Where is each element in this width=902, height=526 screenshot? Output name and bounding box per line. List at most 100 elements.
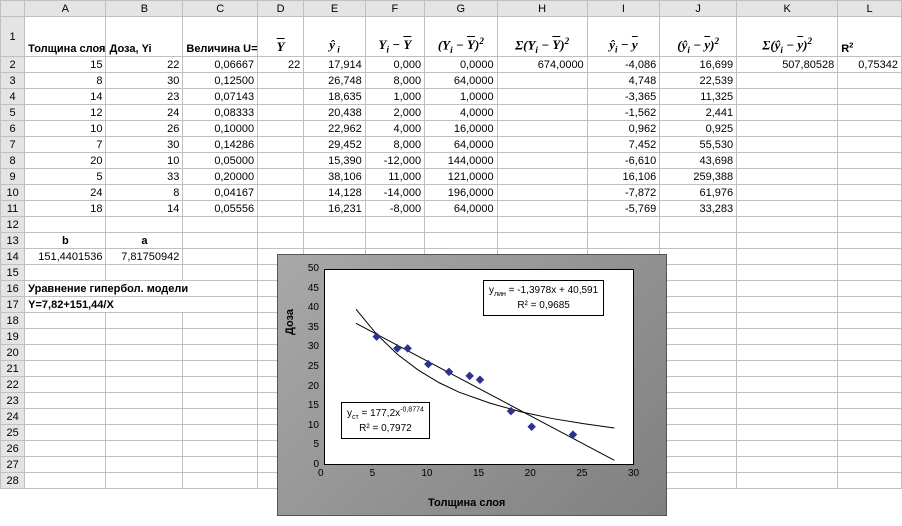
cell-L10[interactable] xyxy=(838,185,902,201)
cell[interactable] xyxy=(425,233,498,249)
cell-L4[interactable] xyxy=(838,89,902,105)
hdr-J[interactable]: (ŷi − y)2 xyxy=(660,17,737,57)
cell-J11[interactable]: 33,283 xyxy=(660,201,737,217)
cell[interactable] xyxy=(587,233,660,249)
cell-H3[interactable] xyxy=(497,73,587,89)
col-E[interactable]: E xyxy=(304,1,366,17)
cell-G2[interactable]: 0,0000 xyxy=(425,57,498,73)
hdr-G[interactable]: (Yi − Y)2 xyxy=(425,17,498,57)
cell-L9[interactable] xyxy=(838,169,902,185)
column-header-row[interactable]: A B C D E F G H I J K L xyxy=(1,1,902,17)
cell-E3[interactable]: 26,748 xyxy=(304,73,366,89)
cell-C8[interactable]: 0,05000 xyxy=(183,153,258,169)
cell[interactable] xyxy=(660,441,737,457)
hdr-I[interactable]: ŷi − y xyxy=(587,17,660,57)
cell[interactable] xyxy=(106,217,183,233)
cell[interactable] xyxy=(660,265,737,281)
cell-G11[interactable]: 64,0000 xyxy=(425,201,498,217)
col-J[interactable]: J xyxy=(660,1,737,17)
cell-A7[interactable]: 7 xyxy=(25,137,106,153)
cell[interactable] xyxy=(838,393,902,409)
cell-E7[interactable]: 29,452 xyxy=(304,137,366,153)
col-A[interactable]: A xyxy=(25,1,106,17)
cell[interactable] xyxy=(737,233,838,249)
cell[interactable] xyxy=(106,409,183,425)
cell-J8[interactable]: 43,698 xyxy=(660,153,737,169)
cell[interactable] xyxy=(25,457,106,473)
cell-B5[interactable]: 24 xyxy=(106,105,183,121)
cell-J4[interactable]: 11,325 xyxy=(660,89,737,105)
cell-I10[interactable]: -7,872 xyxy=(587,185,660,201)
cell[interactable] xyxy=(183,425,258,441)
row-header-5[interactable]: 5 xyxy=(1,105,25,121)
cell[interactable] xyxy=(838,473,902,489)
cell[interactable] xyxy=(838,217,902,233)
row-header-3[interactable]: 3 xyxy=(1,73,25,89)
cell-H9[interactable] xyxy=(497,169,587,185)
cell[interactable] xyxy=(25,473,106,489)
row-header-11[interactable]: 11 xyxy=(1,201,25,217)
cell-B4[interactable]: 23 xyxy=(106,89,183,105)
cell-I5[interactable]: -1,562 xyxy=(587,105,660,121)
cell[interactable] xyxy=(737,457,838,473)
cell-G3[interactable]: 64,0000 xyxy=(425,73,498,89)
cell-A16[interactable]: Уравнение гипербол. модели xyxy=(25,281,258,297)
cell-I3[interactable]: 4,748 xyxy=(587,73,660,89)
cell-J6[interactable]: 0,925 xyxy=(660,121,737,137)
cell-H2[interactable]: 674,0000 xyxy=(497,57,587,73)
cell[interactable] xyxy=(838,345,902,361)
cell-K10[interactable] xyxy=(737,185,838,201)
row-header-21[interactable]: 21 xyxy=(1,361,25,377)
cell-K4[interactable] xyxy=(737,89,838,105)
cell-E2[interactable]: 17,914 xyxy=(304,57,366,73)
cell[interactable] xyxy=(25,441,106,457)
row-header-8[interactable]: 8 xyxy=(1,153,25,169)
cell[interactable] xyxy=(106,313,183,329)
cell[interactable] xyxy=(25,409,106,425)
cell[interactable] xyxy=(106,457,183,473)
cell-A2[interactable]: 15 xyxy=(25,57,106,73)
cell-J10[interactable]: 61,976 xyxy=(660,185,737,201)
cell[interactable] xyxy=(25,217,106,233)
cell-H11[interactable] xyxy=(497,201,587,217)
cell[interactable] xyxy=(737,361,838,377)
hdr-F[interactable]: Yi − Y xyxy=(365,17,424,57)
cell[interactable] xyxy=(838,329,902,345)
cell[interactable] xyxy=(106,345,183,361)
cell[interactable] xyxy=(106,441,183,457)
cell-J2[interactable]: 16,699 xyxy=(660,57,737,73)
cell[interactable] xyxy=(838,425,902,441)
hdr-C[interactable]: Величина U=1/X xyxy=(183,17,258,57)
row-header-19[interactable]: 19 xyxy=(1,329,25,345)
cell[interactable] xyxy=(737,313,838,329)
cell-D7[interactable] xyxy=(258,137,304,153)
hdr-L[interactable]: R2 xyxy=(838,17,902,57)
cell[interactable] xyxy=(497,217,587,233)
cell-L8[interactable] xyxy=(838,153,902,169)
col-I[interactable]: I xyxy=(587,1,660,17)
hdr-K[interactable]: Σ(ŷi − y)2 xyxy=(737,17,838,57)
cell[interactable] xyxy=(660,329,737,345)
cell-G5[interactable]: 4,0000 xyxy=(425,105,498,121)
cell[interactable] xyxy=(183,393,258,409)
cell[interactable] xyxy=(737,297,838,313)
cell[interactable] xyxy=(106,393,183,409)
cell-D3[interactable] xyxy=(258,73,304,89)
row-header-4[interactable]: 4 xyxy=(1,89,25,105)
cell[interactable] xyxy=(183,409,258,425)
col-F[interactable]: F xyxy=(365,1,424,17)
row-header-6[interactable]: 6 xyxy=(1,121,25,137)
cell[interactable] xyxy=(425,217,498,233)
cell-D9[interactable] xyxy=(258,169,304,185)
cell[interactable] xyxy=(106,473,183,489)
hdr-H[interactable]: Σ(Yi − Y)2 xyxy=(497,17,587,57)
cell-G10[interactable]: 196,0000 xyxy=(425,185,498,201)
cell-F4[interactable]: 1,000 xyxy=(365,89,424,105)
cell-A17[interactable]: Y=7,82+151,44/X xyxy=(25,297,258,313)
cell-E5[interactable]: 20,438 xyxy=(304,105,366,121)
cell[interactable] xyxy=(737,377,838,393)
cell[interactable] xyxy=(737,265,838,281)
cell-L11[interactable] xyxy=(838,201,902,217)
cell-B6[interactable]: 26 xyxy=(106,121,183,137)
cell-A6[interactable]: 10 xyxy=(25,121,106,137)
